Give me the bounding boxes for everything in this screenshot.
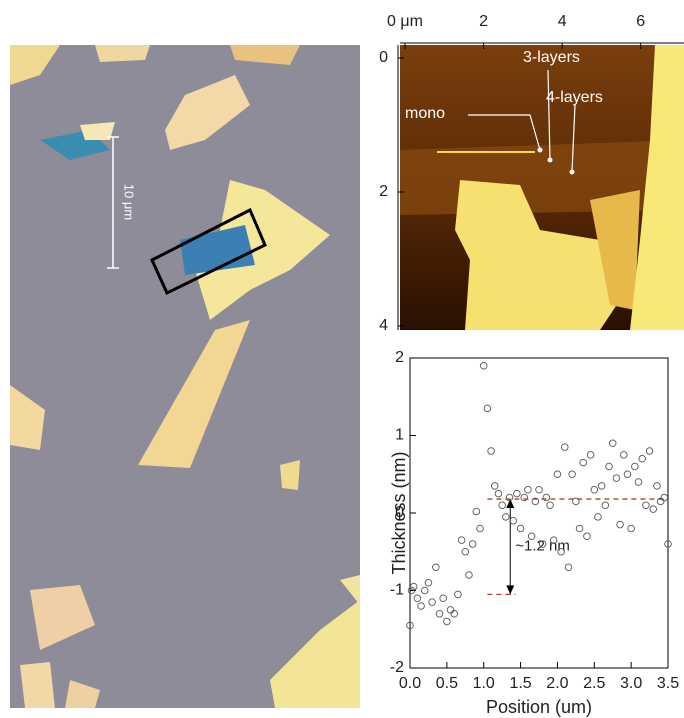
point bbox=[628, 525, 635, 532]
x-tick-label: 0.0 bbox=[399, 675, 421, 692]
point bbox=[598, 483, 605, 490]
afm-x-tick-label: 6 bbox=[636, 13, 645, 30]
point bbox=[458, 537, 465, 544]
point bbox=[613, 475, 620, 482]
point bbox=[462, 548, 469, 555]
y-tick-label: -2 bbox=[390, 659, 404, 676]
arrow-label: ~1.2 nm bbox=[515, 538, 570, 555]
point bbox=[506, 494, 513, 501]
point bbox=[661, 494, 668, 501]
point bbox=[480, 362, 487, 369]
point bbox=[587, 452, 594, 459]
afm-annotation: 4-layers bbox=[546, 89, 603, 106]
point bbox=[525, 486, 532, 493]
point bbox=[429, 599, 436, 606]
point bbox=[436, 610, 443, 617]
point bbox=[576, 525, 583, 532]
point bbox=[580, 459, 587, 466]
y-tick-label: 1 bbox=[395, 427, 404, 444]
afm-x-tick-label: 4 bbox=[558, 13, 567, 30]
afm-annotation: mono bbox=[405, 105, 445, 122]
point bbox=[510, 517, 517, 524]
optical-image: 10 μm bbox=[10, 45, 360, 708]
point bbox=[573, 498, 580, 505]
x-tick-label: 2.5 bbox=[583, 675, 605, 692]
point bbox=[635, 479, 642, 486]
point bbox=[455, 591, 462, 598]
plot-frame bbox=[410, 358, 668, 668]
x-tick-label: 3.0 bbox=[620, 675, 642, 692]
point bbox=[477, 525, 484, 532]
point bbox=[473, 508, 480, 515]
point bbox=[639, 455, 646, 462]
point bbox=[514, 490, 521, 497]
afm-y-tick-label: 0 bbox=[379, 49, 388, 66]
afm-image: 3-layers 4-layers mono bbox=[398, 43, 684, 330]
point bbox=[584, 533, 591, 540]
point bbox=[433, 564, 440, 571]
afm-y-tick-label: 2 bbox=[379, 183, 388, 200]
point bbox=[536, 486, 543, 493]
figure: 10 μm 3-layers 4-layers mono Position (u… bbox=[0, 0, 684, 718]
point bbox=[469, 541, 476, 548]
point bbox=[569, 471, 576, 478]
point bbox=[654, 483, 661, 490]
x-tick-label: 0.5 bbox=[436, 675, 458, 692]
point bbox=[554, 471, 561, 478]
point bbox=[602, 502, 609, 509]
point bbox=[421, 587, 428, 594]
point bbox=[632, 463, 639, 470]
point bbox=[447, 607, 454, 614]
point bbox=[517, 525, 524, 532]
point bbox=[414, 595, 421, 602]
y-tick-label: -1 bbox=[390, 582, 404, 599]
point bbox=[562, 444, 569, 451]
point bbox=[617, 521, 624, 528]
point bbox=[488, 448, 495, 455]
point bbox=[444, 618, 451, 625]
point bbox=[503, 514, 510, 521]
x-tick-label: 3.5 bbox=[657, 675, 679, 692]
point bbox=[646, 448, 653, 455]
x-tick-label: 1.0 bbox=[473, 675, 495, 692]
y-tick-label: 2 bbox=[395, 349, 404, 366]
point bbox=[418, 603, 425, 610]
afm-x-tick-label: 0 μm bbox=[387, 13, 423, 30]
y-tick-label: 0 bbox=[395, 504, 404, 521]
x-axis-label: Position (um) bbox=[486, 697, 592, 717]
point bbox=[521, 494, 528, 501]
point bbox=[620, 452, 627, 459]
point bbox=[425, 579, 432, 586]
afm-annotation: 3-layers bbox=[523, 49, 580, 66]
point bbox=[606, 463, 613, 470]
point bbox=[499, 502, 506, 509]
point bbox=[565, 564, 572, 571]
point bbox=[595, 514, 602, 521]
point bbox=[624, 471, 631, 478]
point bbox=[650, 506, 657, 513]
point bbox=[466, 572, 473, 579]
point bbox=[410, 583, 417, 590]
point bbox=[491, 483, 498, 490]
scale-bar-label: 10 μm bbox=[122, 184, 137, 220]
point bbox=[484, 405, 491, 412]
x-tick-label: 1.5 bbox=[509, 675, 531, 692]
point bbox=[591, 486, 598, 493]
point bbox=[495, 490, 502, 497]
point bbox=[547, 502, 554, 509]
point bbox=[440, 595, 447, 602]
afm-x-tick-label: 2 bbox=[479, 13, 488, 30]
x-tick-label: 2.0 bbox=[546, 675, 568, 692]
afm-y-tick-label: 4 bbox=[379, 317, 388, 334]
point bbox=[451, 610, 458, 617]
point bbox=[609, 440, 616, 447]
arrow-head bbox=[506, 585, 514, 594]
point bbox=[643, 502, 650, 509]
point bbox=[543, 494, 550, 501]
